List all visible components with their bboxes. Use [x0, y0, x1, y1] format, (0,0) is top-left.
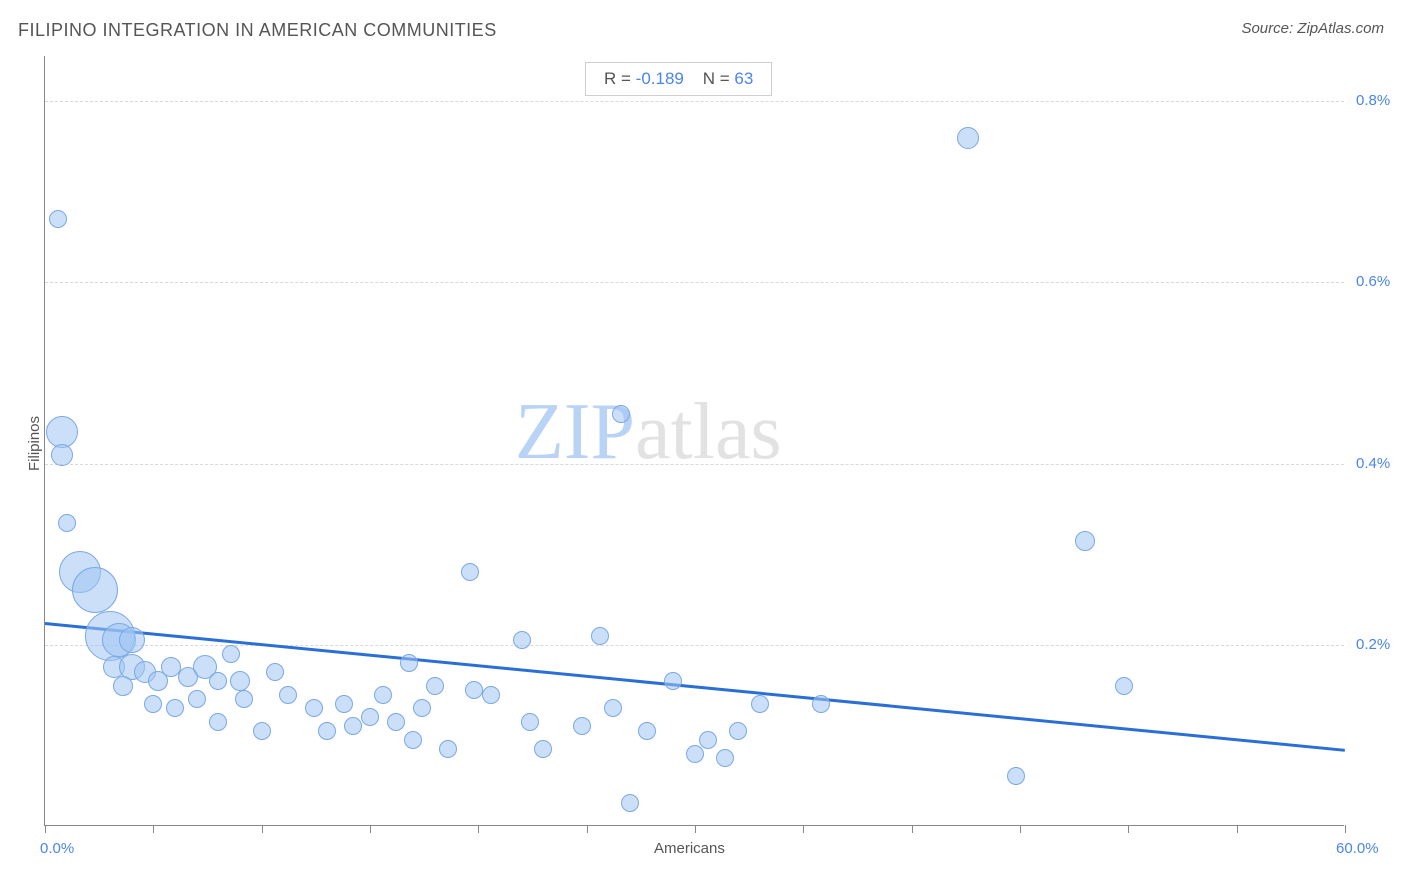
data-point: [144, 695, 162, 713]
data-point: [573, 717, 591, 735]
x-tick: [45, 825, 46, 833]
gridline: [45, 282, 1344, 283]
data-point: [1075, 531, 1095, 551]
n-label: N =: [703, 69, 735, 88]
x-tick: [153, 825, 154, 833]
data-point: [51, 444, 73, 466]
x-tick: [478, 825, 479, 833]
x-tick: [1237, 825, 1238, 833]
data-point: [729, 722, 747, 740]
x-tick: [803, 825, 804, 833]
data-point: [58, 514, 76, 532]
data-point: [387, 713, 405, 731]
data-point: [638, 722, 656, 740]
data-point: [188, 690, 206, 708]
chart-title: FILIPINO INTEGRATION IN AMERICAN COMMUNI…: [18, 20, 497, 41]
gridline: [45, 101, 1344, 102]
data-point: [439, 740, 457, 758]
stats-box: R = -0.189 N = 63: [585, 62, 772, 96]
data-point: [253, 722, 271, 740]
data-point: [612, 405, 630, 423]
data-point: [279, 686, 297, 704]
data-point: [699, 731, 717, 749]
data-point: [604, 699, 622, 717]
x-tick: [1128, 825, 1129, 833]
x-tick: [587, 825, 588, 833]
data-point: [266, 663, 284, 681]
y-tick-label: 0.2%: [1356, 636, 1390, 653]
data-point: [318, 722, 336, 740]
data-point: [166, 699, 184, 717]
data-point: [209, 672, 227, 690]
x-axis-min-value: 0.0%: [40, 840, 74, 857]
data-point: [513, 631, 531, 649]
n-value: 63: [734, 69, 753, 88]
x-axis-max-value: 60.0%: [1336, 840, 1379, 857]
data-point: [461, 563, 479, 581]
data-point: [400, 654, 418, 672]
data-point: [426, 677, 444, 695]
data-point: [361, 708, 379, 726]
source-label: Source: ZipAtlas.com: [1241, 20, 1384, 37]
data-point: [686, 745, 704, 763]
data-point: [413, 699, 431, 717]
r-label: R =: [604, 69, 636, 88]
data-point: [1115, 677, 1133, 695]
y-tick-label: 0.8%: [1356, 92, 1390, 109]
data-point: [209, 713, 227, 731]
scatter-plot: R = -0.189 N = 63 ZIPatlas: [44, 56, 1344, 826]
data-point: [812, 695, 830, 713]
x-axis-label: Americans: [654, 840, 725, 857]
y-axis-label: Filipinos: [26, 416, 43, 471]
data-point: [664, 672, 682, 690]
data-point: [305, 699, 323, 717]
data-point: [335, 695, 353, 713]
data-point: [534, 740, 552, 758]
x-tick: [370, 825, 371, 833]
data-point: [230, 671, 250, 691]
data-point: [119, 627, 145, 653]
data-point: [957, 127, 979, 149]
gridline: [45, 464, 1344, 465]
data-point: [344, 717, 362, 735]
y-tick-label: 0.6%: [1356, 273, 1390, 290]
x-tick: [1345, 825, 1346, 833]
y-tick-label: 0.4%: [1356, 455, 1390, 472]
x-tick: [912, 825, 913, 833]
data-point: [716, 749, 734, 767]
data-point: [482, 686, 500, 704]
r-value: -0.189: [636, 69, 684, 88]
x-tick: [1020, 825, 1021, 833]
data-point: [113, 676, 133, 696]
x-tick: [262, 825, 263, 833]
data-point: [72, 567, 118, 613]
gridline: [45, 645, 1344, 646]
data-point: [222, 645, 240, 663]
data-point: [751, 695, 769, 713]
data-point: [49, 210, 67, 228]
data-point: [1007, 767, 1025, 785]
x-tick: [695, 825, 696, 833]
data-point: [591, 627, 609, 645]
data-point: [621, 794, 639, 812]
data-point: [521, 713, 539, 731]
data-point: [374, 686, 392, 704]
data-point: [404, 731, 422, 749]
data-point: [235, 690, 253, 708]
data-point: [465, 681, 483, 699]
